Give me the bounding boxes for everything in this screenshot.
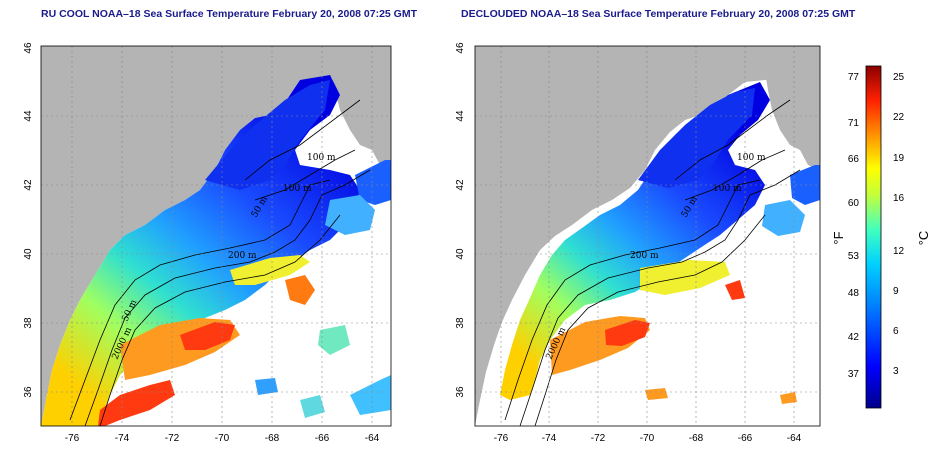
right-x-tick: -70: [640, 433, 655, 444]
fahrenheit-tick: 77: [848, 72, 860, 83]
right-y-tick: 46: [455, 42, 466, 54]
left-patch-d: [255, 378, 278, 395]
temperature-colorbar: 77 71 66 60 53 48 42 37 25 22 19 16 12 9…: [831, 65, 931, 409]
right-gulf-of-maine: [638, 88, 755, 188]
left-gulf-of-maine: [205, 80, 330, 190]
left-x-tick: -72: [165, 433, 180, 444]
fahrenheit-tick: 60: [848, 198, 860, 209]
left-bathymetry-contours: [69, 99, 371, 426]
left-contour-200: [84, 169, 371, 426]
left-contour-2000: [99, 214, 341, 426]
left-panel-title: RU COOL NOAA–18 Sea Surface Temperature …: [41, 8, 418, 20]
right-x-axis: -76 -74 -72 -70 -68 -66 -64: [494, 433, 802, 444]
left-y-tick: 46: [23, 42, 34, 54]
left-land-mass: [41, 46, 391, 426]
left-patch-b: [350, 375, 391, 415]
left-x-axis: -76 -74 -72 -70 -68 -66 -64: [65, 433, 380, 444]
celsius-tick: 19: [893, 153, 905, 164]
fahrenheit-tick: 48: [848, 288, 860, 299]
celsius-tick: 9: [893, 286, 899, 297]
right-contour-label-4: 200 m: [630, 251, 659, 261]
celsius-tick: 3: [893, 366, 899, 377]
left-contour-label-1: 100 m: [307, 153, 336, 163]
left-y-tick: 40: [23, 248, 34, 260]
right-land-mass: [475, 46, 820, 426]
celsius-tick: 12: [893, 246, 905, 257]
left-patch-a: [318, 325, 350, 355]
celsius-tick: 6: [893, 326, 899, 337]
left-patch-c: [300, 395, 325, 418]
right-warm-ring: [725, 280, 745, 300]
right-contour-2000: [534, 214, 766, 426]
fahrenheit-tick: 66: [848, 154, 860, 165]
left-gulf-stream: [98, 380, 175, 426]
celsius-tick: 22: [893, 112, 905, 123]
left-contour-label-4: 200 m: [228, 251, 257, 261]
left-x-tick: -74: [115, 433, 130, 444]
right-y-axis: 36 38 40 42 44 46: [455, 42, 466, 398]
fahrenheit-tick: 42: [848, 332, 860, 343]
left-x-tick: -76: [65, 433, 80, 444]
left-scotian-patch: [355, 160, 391, 205]
right-contour-label-2: 100 m: [713, 184, 742, 194]
right-panel-title: DECLOUDED NOAA–18 Sea Surface Temperatur…: [461, 8, 856, 20]
celsius-tick: 16: [893, 193, 905, 204]
left-contour-label-2: 100 m: [283, 184, 312, 194]
left-slope-patch: [325, 195, 375, 235]
right-contour-label-1: 100 m: [737, 153, 766, 163]
left-y-tick: 42: [23, 179, 34, 191]
celsius-unit-label: °C: [916, 231, 931, 246]
colorbar-gradient: [865, 65, 882, 409]
right-map-frame: [474, 45, 821, 427]
fahrenheit-ticks: 77 71 66 60 53 48 42 37: [848, 72, 860, 380]
right-x-tick: -72: [591, 433, 606, 444]
right-y-tick: 42: [455, 179, 466, 191]
right-x-tick: -74: [542, 433, 557, 444]
left-warm-core-inner: [180, 322, 235, 350]
left-x-tick: -68: [265, 433, 280, 444]
left-map-panel: 100 m 100 m 50 m 200 m 50 m 2000 m: [40, 45, 392, 427]
celsius-tick: 25: [893, 72, 905, 83]
celsius-ticks: 25 22 19 16 12 9 6 3: [893, 72, 905, 377]
right-grid: [475, 46, 820, 426]
right-x-tick: -64: [787, 433, 802, 444]
left-y-tick: 36: [23, 386, 34, 398]
right-x-tick: -76: [494, 433, 509, 444]
right-warm-core-inner: [605, 320, 650, 346]
right-nova-scotia: [765, 64, 820, 170]
left-x-tick: -70: [215, 433, 230, 444]
right-contour-gom2: [684, 149, 786, 201]
left-contour-50: [69, 179, 331, 421]
left-contour-gom: [244, 99, 361, 181]
right-patch-a: [645, 388, 668, 400]
right-contour-50: [504, 179, 761, 421]
right-y-tick: 36: [455, 386, 466, 398]
right-contour-200: [519, 169, 801, 426]
left-nova-scotia: [330, 64, 391, 170]
right-patch-b: [780, 392, 797, 404]
right-x-tick: -68: [689, 433, 704, 444]
left-contour-gom2: [254, 149, 356, 201]
left-x-tick: -64: [365, 433, 380, 444]
left-y-axis: 36 38 40 42 44 46: [23, 42, 34, 398]
right-x-tick: -66: [738, 433, 753, 444]
left-x-tick: -66: [315, 433, 330, 444]
fahrenheit-tick: 53: [848, 251, 860, 262]
left-grid: [41, 46, 391, 426]
left-y-tick: 38: [23, 317, 34, 329]
fahrenheit-tick: 37: [848, 369, 860, 380]
left-warm-ring: [285, 275, 315, 305]
right-y-tick: 44: [455, 110, 466, 122]
right-map-panel: 100 m 100 m 50 m 200 m 2000 m: [474, 45, 821, 427]
right-contour-gom: [674, 99, 791, 181]
fahrenheit-unit-label: °F: [831, 231, 846, 244]
left-map-frame: [40, 45, 392, 427]
right-y-tick: 38: [455, 317, 466, 329]
right-bathymetry-contours: [504, 99, 801, 426]
left-y-tick: 44: [23, 110, 34, 122]
fahrenheit-tick: 71: [848, 118, 860, 129]
right-y-tick: 40: [455, 248, 466, 260]
